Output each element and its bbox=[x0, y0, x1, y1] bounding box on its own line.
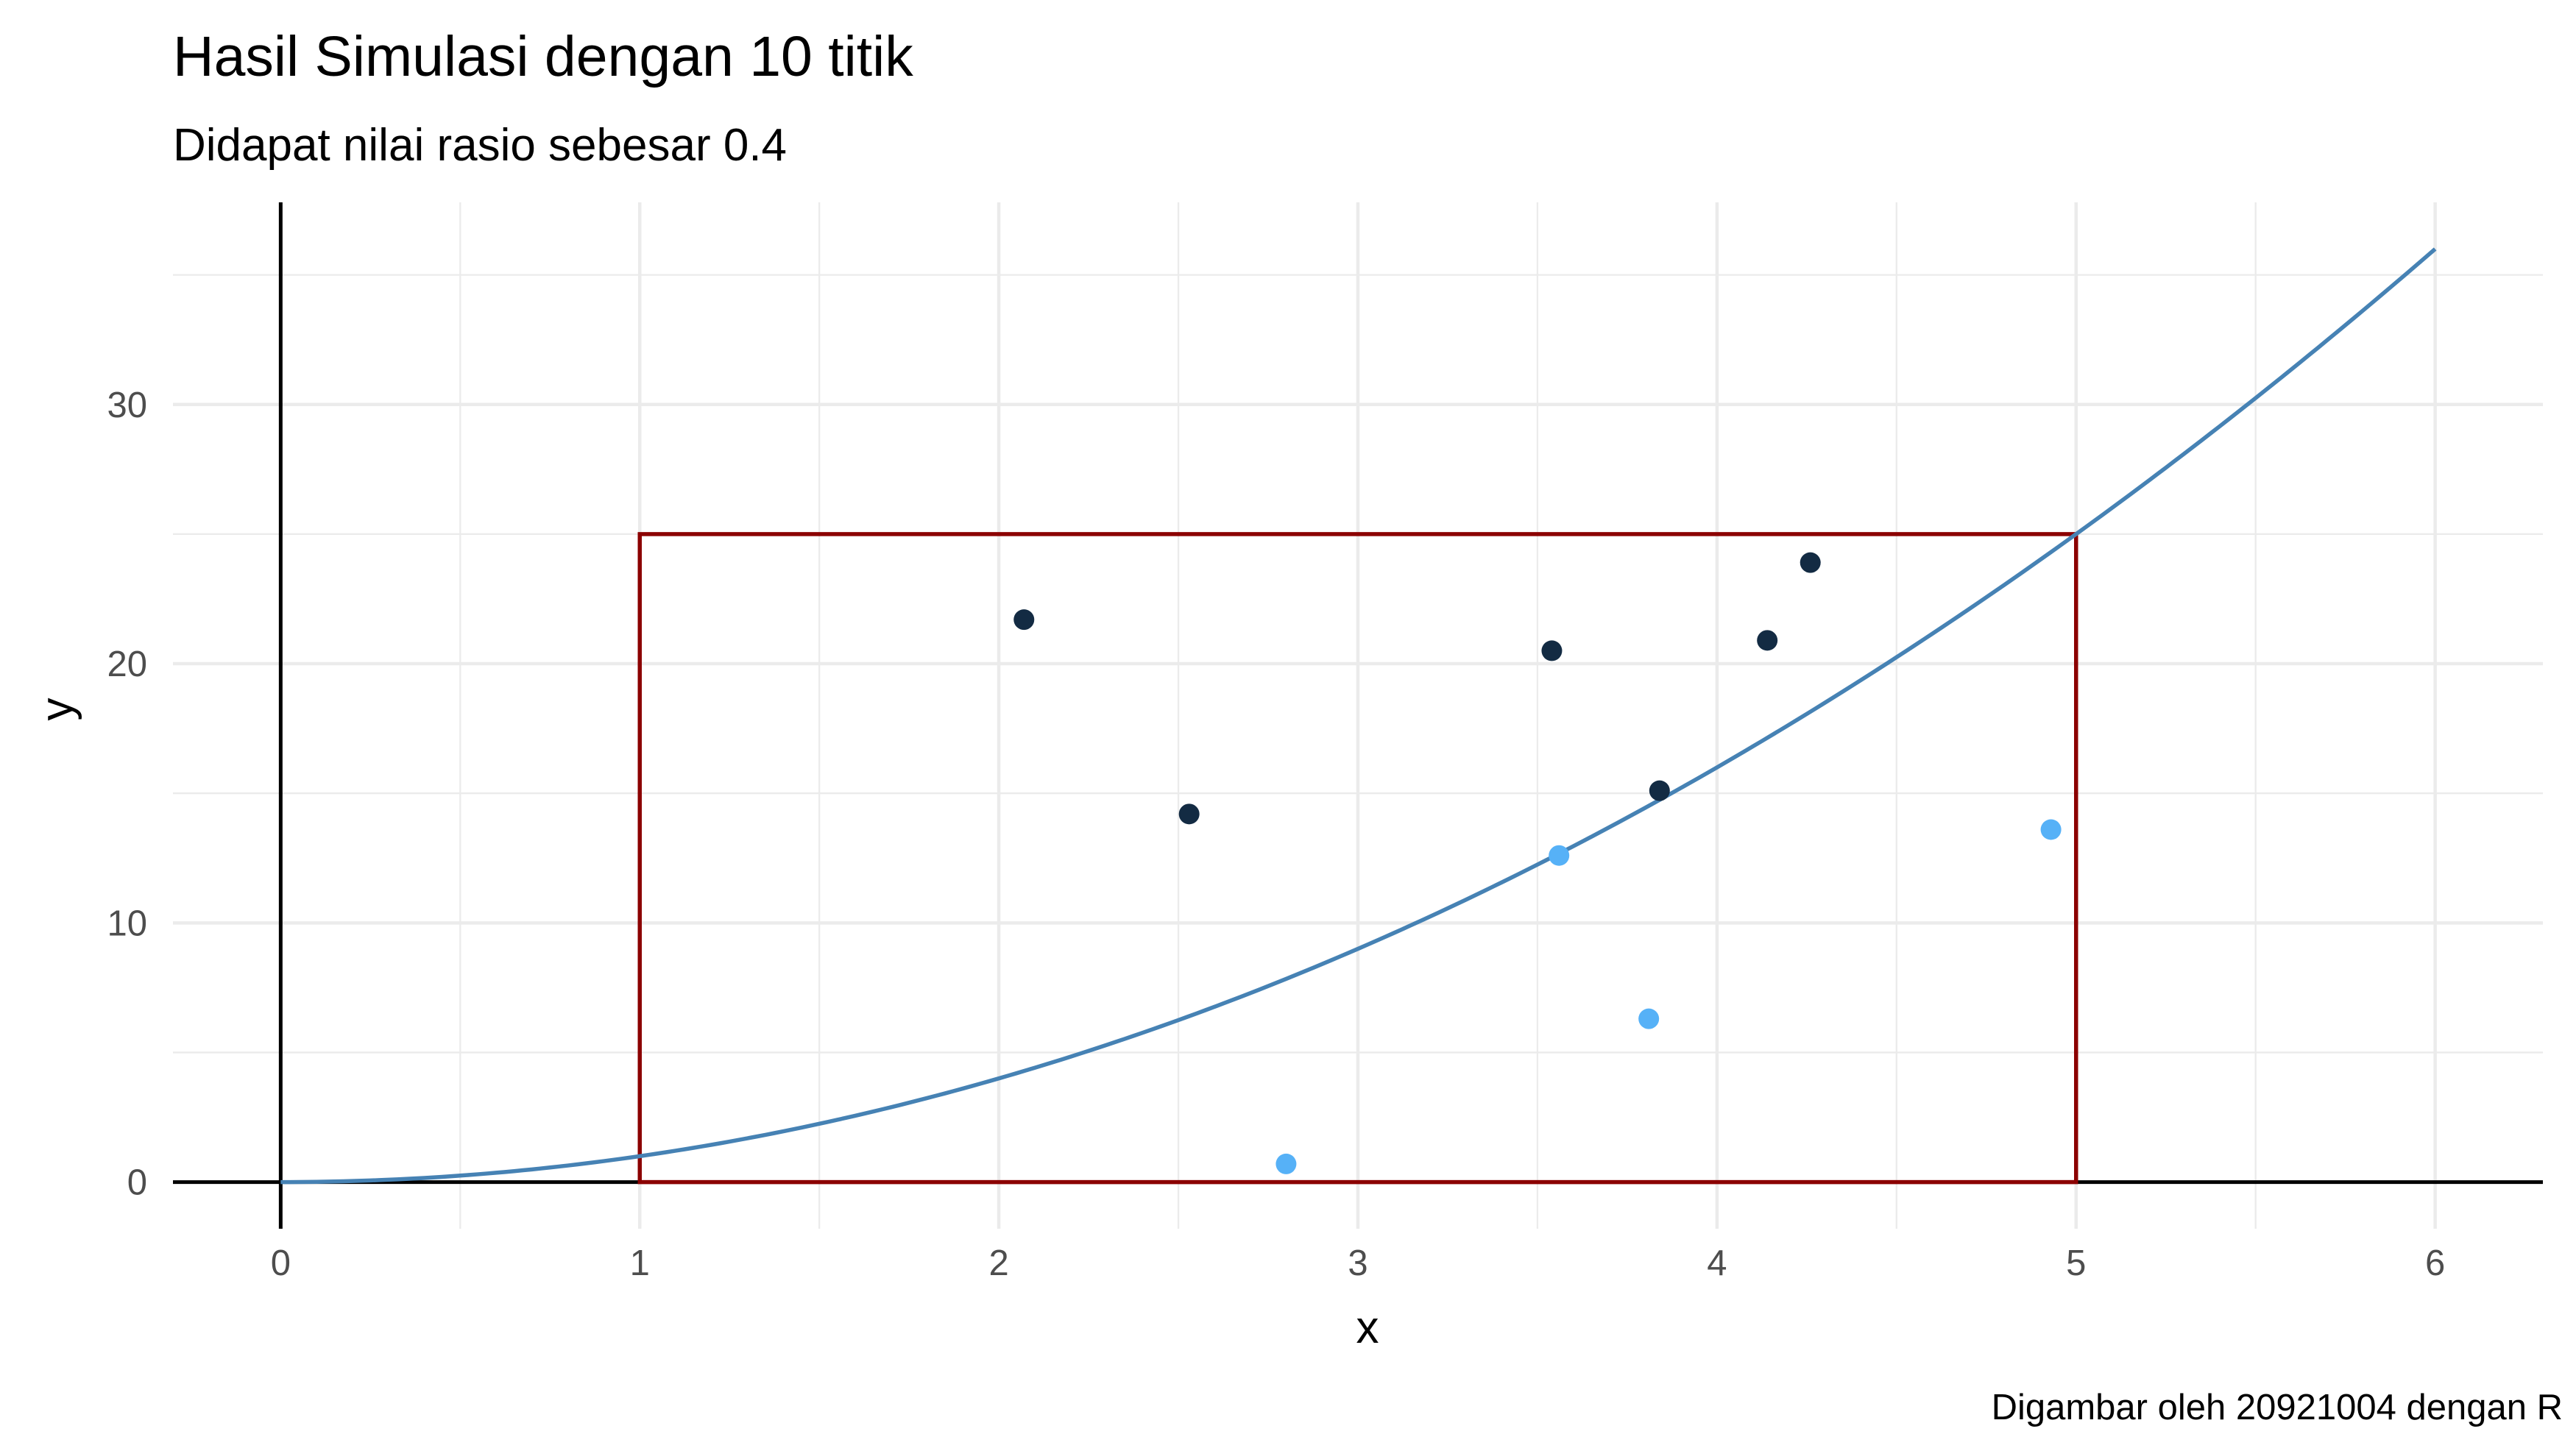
point-outside bbox=[1541, 640, 1563, 661]
curve-line bbox=[280, 247, 2437, 1185]
y-tick-labels: 0 10 20 30 bbox=[107, 386, 147, 1203]
y-tick-label: 0 bbox=[127, 1163, 147, 1203]
point-inside bbox=[1275, 1153, 1297, 1174]
x-tick-label: 0 bbox=[271, 1243, 291, 1283]
y-axis-title: y bbox=[32, 698, 82, 721]
point-inside bbox=[1638, 1008, 1660, 1029]
x-tick-label: 5 bbox=[2066, 1243, 2086, 1283]
curve-layer bbox=[280, 247, 2437, 1185]
region-rectangle bbox=[637, 532, 2078, 1185]
y-tick-label: 20 bbox=[107, 645, 147, 684]
point-outside bbox=[1013, 609, 1035, 631]
data-points bbox=[1013, 552, 2062, 1174]
x-tick-label: 6 bbox=[2425, 1243, 2445, 1283]
point-inside bbox=[1549, 845, 1570, 866]
major-gridlines bbox=[173, 202, 2543, 1229]
y-tick-label: 10 bbox=[107, 904, 147, 943]
point-inside bbox=[2040, 819, 2062, 840]
bounding-rectangle bbox=[637, 532, 2078, 1185]
y-tick-label: 30 bbox=[107, 386, 147, 425]
x-tick-labels: 0 1 2 3 4 5 6 bbox=[271, 1243, 2446, 1283]
x-axis-title: x bbox=[1356, 1302, 1379, 1353]
point-outside bbox=[1757, 630, 1778, 651]
point-outside bbox=[1800, 552, 1821, 573]
point-outside bbox=[1178, 803, 1200, 825]
chart-title: Hasil Simulasi dengan 10 titik bbox=[173, 25, 913, 88]
x-tick-label: 3 bbox=[1348, 1243, 1367, 1283]
x-tick-label: 4 bbox=[1707, 1243, 1727, 1283]
chart-subtitle: Didapat nilai rasio sebesar 0.4 bbox=[173, 120, 787, 171]
x-tick-label: 2 bbox=[988, 1243, 1008, 1283]
chart-caption: Digambar oleh 20921004 dengan R bbox=[1992, 1388, 2563, 1427]
point-outside bbox=[1649, 780, 1670, 801]
x-tick-label: 1 bbox=[630, 1243, 650, 1283]
